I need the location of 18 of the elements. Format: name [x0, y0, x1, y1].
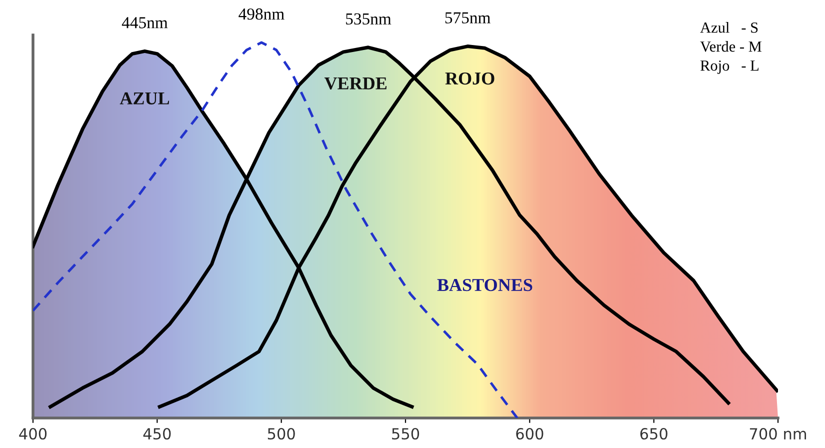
series-label: ROJO: [445, 72, 494, 85]
annotation: 535nm: [346, 13, 392, 25]
x-tick-label: 650: [640, 428, 668, 440]
annotation: Verde - M: [700, 41, 762, 52]
text: Azul - S: [700, 22, 758, 33]
series-label: BASTONES: [437, 278, 532, 292]
x-tick-label: 550: [392, 428, 420, 440]
x-tick-label: 600: [516, 428, 544, 440]
x-tick-label: 500: [268, 428, 295, 440]
annotation: Rojo - L: [700, 60, 758, 74]
x-tick-label: 400: [19, 428, 47, 440]
series-label: VERDE: [324, 77, 387, 90]
x-tick-label: 700 nm: [750, 428, 806, 440]
annotation: 445nm: [122, 17, 168, 28]
annotation: 498nm: [238, 8, 284, 20]
series-label: AZUL: [120, 92, 170, 104]
annotation: 575nm: [445, 12, 490, 24]
x-tick-label: 450: [143, 428, 171, 440]
